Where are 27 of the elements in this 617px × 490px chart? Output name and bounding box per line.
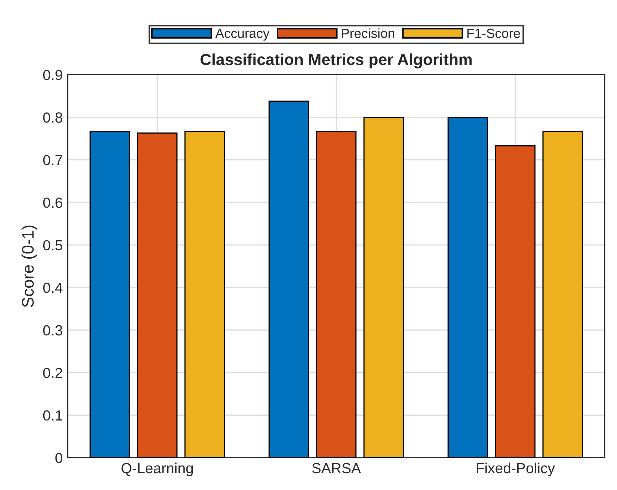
bar: [364, 117, 404, 458]
x-tick-label: Q-Learning: [122, 462, 194, 476]
bar: [268, 100, 310, 458]
y-tick-label: 0.3: [43, 325, 62, 336]
x-tick-label: Fixed-Policy: [476, 462, 556, 476]
bar: [184, 131, 226, 458]
bar: [542, 131, 584, 458]
y-tick-label: 0.6: [43, 198, 62, 208]
bar: [448, 117, 488, 458]
y-tick-label: 0.5: [43, 240, 63, 251]
y-tick-label: 0.4: [43, 282, 63, 294]
y-tick-label: 0.9: [43, 70, 62, 80]
y-tick-label: 0.2: [43, 368, 62, 378]
y-axis-title: Score (0-1): [22, 226, 38, 308]
y-tick-label: 0: [56, 453, 63, 464]
bar: [137, 132, 178, 458]
legend-label: Accuracy: [216, 29, 270, 41]
bar: [90, 131, 130, 458]
bar: [316, 131, 357, 458]
y-tick-label: 0.7: [43, 155, 62, 166]
chart-title: Classification Metrics per Algorithm: [200, 54, 472, 69]
y-tick-label: 0.1: [43, 410, 62, 421]
legend-label: Precision: [342, 28, 394, 38]
bar: [495, 146, 536, 458]
x-tick-label: SARSA: [312, 463, 362, 474]
legend-label: F1-Score: [468, 28, 520, 38]
y-tick-label: 0.8: [43, 112, 63, 123]
